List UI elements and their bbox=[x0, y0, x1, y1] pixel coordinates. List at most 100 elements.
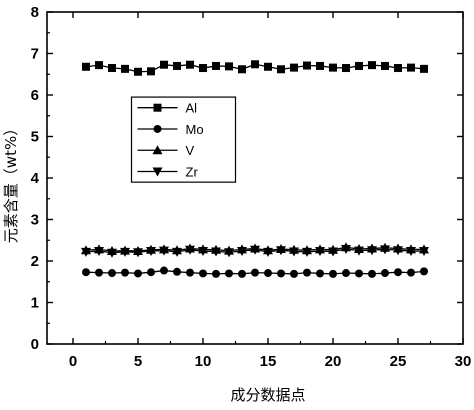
data-point-al bbox=[147, 67, 155, 76]
data-point-al bbox=[160, 60, 168, 69]
data-point-zr bbox=[211, 247, 221, 257]
data-point-al bbox=[251, 60, 259, 69]
data-point-mo bbox=[368, 269, 376, 278]
x-tick-label: 30 bbox=[455, 353, 472, 370]
series-layer bbox=[81, 60, 429, 278]
y-tick-label: 1 bbox=[31, 295, 39, 312]
data-point-al bbox=[82, 62, 90, 71]
data-point-mo bbox=[381, 269, 389, 278]
y-tick-label: 2 bbox=[31, 253, 39, 270]
data-point-mo bbox=[225, 269, 233, 278]
axis-ticks: 0 5 10 15 20 25 30 0 1 2 3 4 5 6 7 8 bbox=[31, 4, 472, 370]
data-point-mo bbox=[199, 269, 207, 278]
x-tick-label: 0 bbox=[69, 353, 77, 370]
data-point-mo bbox=[277, 269, 285, 278]
data-point-mo bbox=[407, 268, 415, 277]
data-point-zr bbox=[159, 246, 169, 256]
data-point-zr bbox=[393, 246, 403, 256]
data-point-mo bbox=[173, 267, 181, 276]
data-point-al bbox=[225, 62, 233, 71]
y-tick-label: 7 bbox=[31, 46, 39, 63]
series-zr bbox=[81, 244, 429, 258]
x-tick-label: 15 bbox=[260, 353, 277, 370]
x-tick-label: 10 bbox=[195, 353, 212, 370]
data-point-al bbox=[355, 61, 363, 70]
data-point-mo bbox=[251, 268, 259, 277]
data-point-al bbox=[264, 62, 272, 71]
data-point-al bbox=[121, 64, 129, 73]
data-point-mo bbox=[264, 269, 272, 278]
legend-marker-mo bbox=[153, 124, 162, 133]
x-tick-label: 5 bbox=[134, 353, 142, 370]
data-point-zr bbox=[94, 247, 104, 257]
series-mo bbox=[82, 266, 428, 278]
data-point-zr bbox=[276, 246, 286, 256]
legend-label-al: Al bbox=[186, 101, 198, 116]
legend-item-mo: Mo bbox=[137, 122, 204, 137]
data-point-mo bbox=[394, 268, 402, 277]
data-point-zr bbox=[289, 247, 299, 257]
data-point-al bbox=[394, 64, 402, 73]
data-point-mo bbox=[95, 268, 103, 277]
data-point-al bbox=[342, 64, 350, 73]
data-point-zr bbox=[341, 244, 351, 254]
x-tick-label: 20 bbox=[325, 353, 342, 370]
data-point-zr bbox=[302, 247, 312, 257]
data-point-zr bbox=[354, 246, 364, 256]
data-point-zr bbox=[185, 245, 195, 255]
data-point-mo bbox=[134, 269, 142, 278]
data-point-al bbox=[290, 63, 298, 72]
data-point-zr bbox=[328, 247, 338, 257]
legend-marker-zr bbox=[152, 167, 163, 177]
data-point-al bbox=[368, 61, 376, 70]
data-point-mo bbox=[342, 269, 350, 278]
y-tick-label: 5 bbox=[31, 129, 39, 146]
data-point-mo bbox=[290, 269, 298, 278]
x-tick-label: 25 bbox=[390, 353, 407, 370]
data-point-zr bbox=[263, 247, 273, 257]
y-tick-label: 3 bbox=[31, 212, 39, 229]
data-point-zr bbox=[172, 247, 182, 257]
data-point-zr bbox=[237, 247, 247, 257]
data-point-mo bbox=[238, 269, 246, 278]
legend: Al Mo V Zr bbox=[130, 96, 237, 183]
data-point-mo bbox=[303, 268, 311, 277]
data-point-al bbox=[238, 65, 246, 74]
data-point-al bbox=[316, 61, 324, 70]
data-point-mo bbox=[108, 269, 116, 278]
data-point-mo bbox=[186, 268, 194, 277]
data-point-al bbox=[95, 61, 103, 70]
data-point-al bbox=[173, 61, 181, 70]
y-tick-label: 0 bbox=[31, 336, 39, 353]
data-point-al bbox=[212, 61, 220, 70]
data-point-al bbox=[108, 64, 116, 73]
data-point-zr bbox=[315, 247, 325, 257]
legend-box bbox=[130, 96, 237, 183]
data-point-zr bbox=[120, 247, 130, 257]
legend-item-v: V bbox=[137, 143, 195, 158]
y-tick-label: 6 bbox=[31, 87, 39, 104]
data-point-mo bbox=[355, 269, 363, 278]
data-point-zr bbox=[224, 248, 234, 258]
data-point-zr bbox=[380, 245, 390, 255]
data-point-zr bbox=[107, 248, 117, 258]
data-point-mo bbox=[420, 267, 428, 276]
y-tick-label: 8 bbox=[31, 4, 39, 21]
y-axis-title: 元素含量（wt%） bbox=[2, 121, 20, 243]
legend-marker-v bbox=[152, 145, 163, 155]
legend-label-zr: Zr bbox=[186, 165, 199, 180]
data-point-al bbox=[186, 60, 194, 69]
data-point-zr bbox=[198, 247, 208, 257]
data-point-al bbox=[329, 63, 337, 72]
data-point-zr bbox=[146, 247, 156, 257]
legend-label-mo: Mo bbox=[186, 122, 204, 137]
data-point-mo bbox=[329, 269, 337, 278]
y-tick-label: 4 bbox=[31, 170, 40, 187]
data-point-mo bbox=[160, 266, 168, 275]
data-point-zr bbox=[406, 247, 416, 257]
data-point-mo bbox=[82, 268, 90, 277]
data-point-al bbox=[134, 67, 142, 76]
data-point-mo bbox=[121, 268, 129, 277]
legend-item-zr: Zr bbox=[137, 165, 199, 180]
